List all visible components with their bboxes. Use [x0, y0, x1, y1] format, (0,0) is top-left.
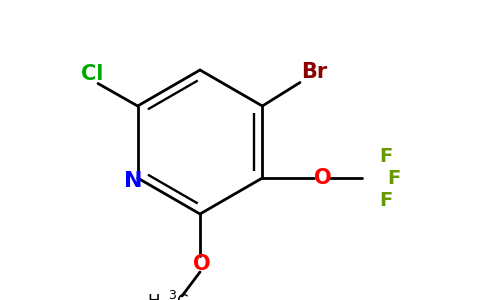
Text: O: O — [314, 168, 331, 188]
Text: H: H — [148, 293, 160, 300]
Text: F: F — [380, 190, 393, 209]
Text: F: F — [380, 146, 393, 166]
Text: C: C — [176, 293, 188, 300]
Text: F: F — [388, 169, 401, 188]
Text: Br: Br — [301, 62, 327, 82]
Text: 3: 3 — [168, 289, 176, 300]
Text: N: N — [124, 171, 143, 191]
Text: Cl: Cl — [81, 64, 103, 85]
Text: O: O — [193, 254, 211, 274]
